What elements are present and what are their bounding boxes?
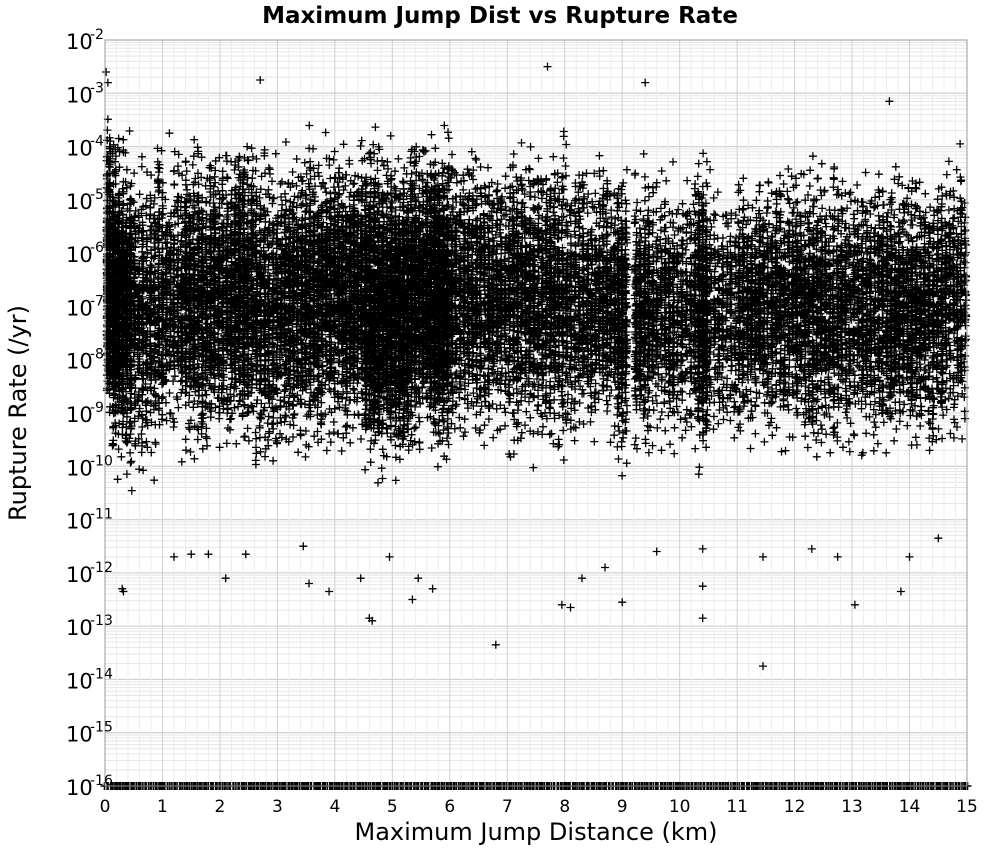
y-tick-base: 10 <box>66 669 93 693</box>
x-tick-label: 2 <box>215 797 226 817</box>
y-tick-exponent: -3 <box>90 80 104 96</box>
y-tick-base: 10 <box>66 776 93 800</box>
x-tick-label: 10 <box>669 797 691 817</box>
x-tick-label: 5 <box>387 797 398 817</box>
y-tick-label: 10-13 <box>66 613 113 640</box>
y-tick-label: 10-3 <box>66 80 104 107</box>
y-tick-exponent: -11 <box>90 507 113 523</box>
y-tick-label: 10-15 <box>66 720 113 747</box>
x-tick-label: 3 <box>272 797 283 817</box>
y-tick-base: 10 <box>66 30 93 54</box>
y-tick-label: 10-4 <box>66 134 104 161</box>
y-tick-base: 10 <box>66 403 93 427</box>
y-tick-exponent: -4 <box>90 134 104 150</box>
y-tick-label: 10-14 <box>66 666 113 693</box>
y-tick-exponent: -7 <box>90 293 104 309</box>
scatter-marks <box>102 62 971 671</box>
x-tick-label: 7 <box>502 797 513 817</box>
x-tick-label: 0 <box>100 797 111 817</box>
y-tick-label: 10-10 <box>66 453 113 480</box>
x-axis-ticks: 0 1 2 3 4 5 6 7 8 9 10 11 12 13 14 15 <box>100 797 978 817</box>
y-tick-label: 10-6 <box>66 240 104 267</box>
y-tick-base: 10 <box>66 563 93 587</box>
y-tick-base: 10 <box>66 83 93 107</box>
x-tick-label: 6 <box>444 797 455 817</box>
x-tick-label: 13 <box>841 797 863 817</box>
x-tick-label: 8 <box>559 797 570 817</box>
y-tick-label: 10-5 <box>66 187 104 214</box>
y-tick-label: 10-16 <box>66 773 113 800</box>
y-tick-exponent: -2 <box>90 27 104 43</box>
y-axis-ticks: 10-1610-1510-1410-1310-1210-1110-1010-91… <box>66 27 113 800</box>
y-tick-base: 10 <box>66 243 93 267</box>
y-tick-label: 10-8 <box>66 347 104 374</box>
y-tick-exponent: -5 <box>90 187 104 203</box>
y-tick-base: 10 <box>66 510 93 534</box>
chart-title: Maximum Jump Dist vs Rupture Rate <box>262 3 738 29</box>
y-tick-exponent: -8 <box>90 347 104 363</box>
y-tick-exponent: -16 <box>90 773 113 789</box>
x-tick-label: 11 <box>726 797 748 817</box>
y-tick-exponent: -14 <box>90 666 113 682</box>
x-tick-label: 12 <box>784 797 806 817</box>
y-tick-exponent: -12 <box>90 560 113 576</box>
x-axis-label: Maximum Jump Distance (km) <box>355 818 718 846</box>
data-points <box>102 62 971 671</box>
y-tick-base: 10 <box>66 190 93 214</box>
x-tick-label: 14 <box>899 797 921 817</box>
x-tick-label: 9 <box>617 797 628 817</box>
y-tick-label: 10-11 <box>66 507 113 534</box>
y-tick-exponent: -6 <box>90 240 104 256</box>
y-tick-exponent: -9 <box>90 400 104 416</box>
y-tick-label: 10-2 <box>66 27 104 54</box>
y-tick-exponent: -15 <box>90 720 113 736</box>
y-tick-base: 10 <box>66 616 93 640</box>
y-tick-base: 10 <box>66 296 93 320</box>
plot-border <box>104 39 968 787</box>
y-tick-exponent: -10 <box>90 453 113 469</box>
y-tick-base: 10 <box>66 350 93 374</box>
y-tick-base: 10 <box>66 456 93 480</box>
y-tick-base: 10 <box>66 723 93 747</box>
y-tick-label: 10-9 <box>66 400 104 427</box>
y-axis-label: Rupture Rate (/yr) <box>4 305 32 521</box>
x-tick-label: 15 <box>956 797 978 817</box>
y-tick-label: 10-12 <box>66 560 113 587</box>
y-tick-exponent: -13 <box>90 613 113 629</box>
y-tick-label: 10-7 <box>66 293 104 320</box>
x-tick-label: 4 <box>329 797 340 817</box>
x-tick-label: 1 <box>157 797 168 817</box>
y-tick-base: 10 <box>66 137 93 161</box>
